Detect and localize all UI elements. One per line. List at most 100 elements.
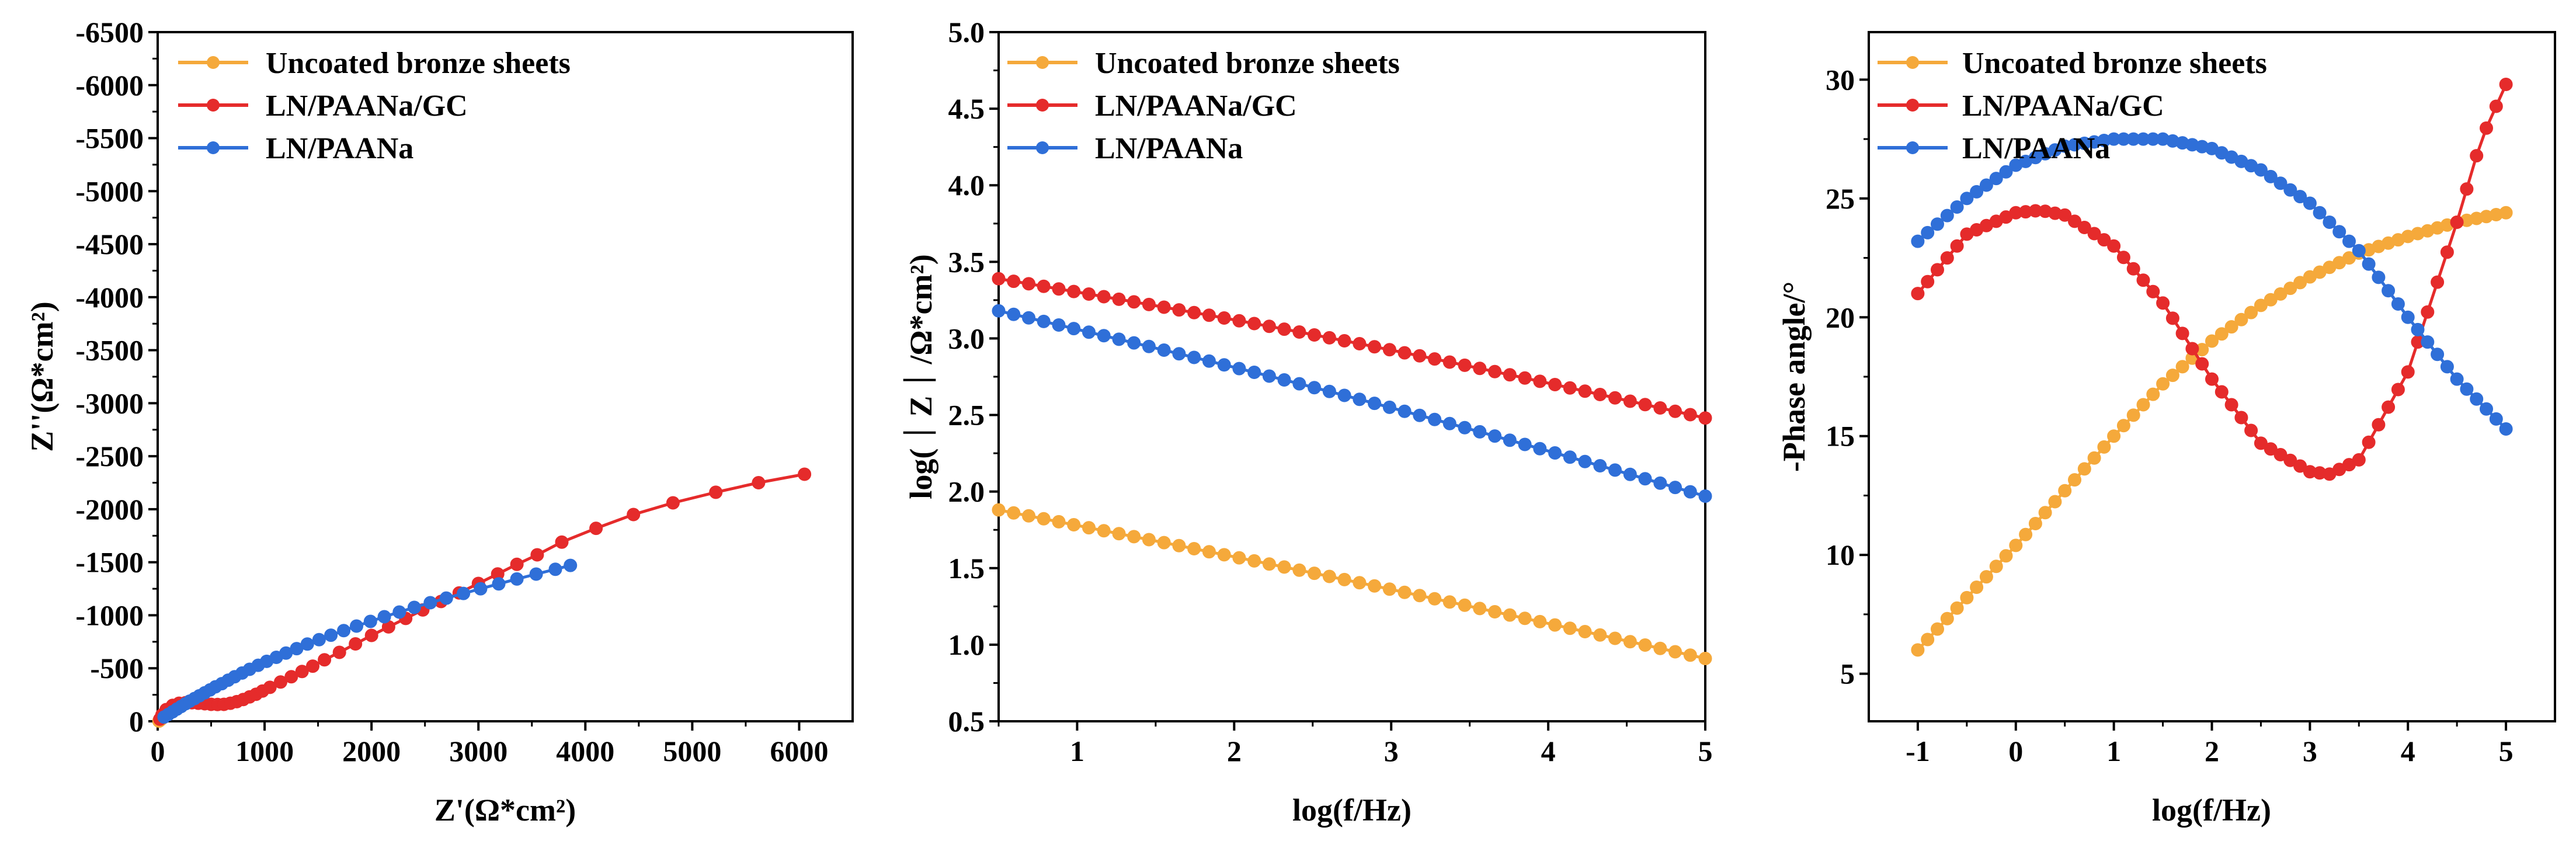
series-line-gc xyxy=(158,472,805,720)
data-point-gc xyxy=(1142,297,1156,311)
legend-label-paana: LN/PAANa xyxy=(266,132,413,165)
data-point-paana xyxy=(2401,310,2415,324)
data-point-paana xyxy=(1292,377,1306,391)
y-tick-label: 15 xyxy=(1826,420,1855,453)
data-point-gc xyxy=(2077,221,2091,234)
data-point-paana xyxy=(548,562,562,576)
data-point-gc xyxy=(709,485,723,499)
data-point-uncoated xyxy=(1950,601,1964,615)
data-point-paana xyxy=(1277,373,1291,387)
data-point-uncoated xyxy=(1503,608,1517,622)
data-point-gc xyxy=(1052,282,1066,296)
y-tick-label: -6500 xyxy=(75,16,144,48)
data-point-uncoated xyxy=(1970,581,1984,594)
data-point-uncoated xyxy=(2215,327,2229,341)
data-point-gc xyxy=(2156,296,2170,310)
data-point-gc xyxy=(1037,279,1051,293)
data-point-uncoated xyxy=(1067,518,1081,531)
data-point-paana xyxy=(1082,325,1096,339)
data-point-paana xyxy=(1638,472,1652,486)
data-point-paana xyxy=(2323,216,2337,229)
data-point-uncoated xyxy=(1683,648,1697,662)
data-point-paana xyxy=(2480,402,2493,416)
plot-frame xyxy=(157,31,854,722)
data-point-paana xyxy=(1458,420,1472,435)
y-tick-label: 30 xyxy=(1826,63,1855,96)
data-point-paana xyxy=(1473,425,1487,439)
data-point-uncoated xyxy=(1999,549,2013,563)
data-point-uncoated xyxy=(1337,572,1351,586)
data-point-uncoated xyxy=(1082,521,1096,535)
data-point-uncoated xyxy=(1518,611,1532,625)
data-point-uncoated xyxy=(1428,592,1442,606)
data-point-gc xyxy=(2058,208,2072,222)
data-point-gc xyxy=(2352,453,2366,467)
data-point-uncoated xyxy=(1911,643,1925,657)
data-point-uncoated xyxy=(2058,484,2072,498)
data-point-uncoated xyxy=(2107,429,2121,443)
data-point-gc xyxy=(1428,352,1442,366)
data-point-paana xyxy=(2499,422,2513,436)
data-point-gc xyxy=(349,637,363,651)
data-point-gc xyxy=(2372,418,2386,432)
series-line-uncoated xyxy=(1917,211,2507,651)
data-point-gc xyxy=(2165,311,2179,325)
data-point-uncoated xyxy=(2136,398,2150,412)
data-point-gc xyxy=(1503,368,1517,382)
data-point-uncoated xyxy=(2019,527,2033,541)
data-point-uncoated xyxy=(1353,576,1367,590)
y-tick-label: -4500 xyxy=(75,228,144,260)
data-point-gc xyxy=(2470,149,2484,163)
data-point-gc xyxy=(1608,391,1622,405)
legend: Uncoated bronze sheets LN/PAANa/GC LN/PA… xyxy=(1007,47,1400,165)
data-point-paana xyxy=(392,605,406,619)
data-point-paana xyxy=(1563,450,1577,464)
data-point-paana xyxy=(1578,454,1592,468)
data-point-gc xyxy=(1668,404,1682,418)
data-point-paana xyxy=(1097,329,1111,343)
data-point-gc xyxy=(798,467,812,481)
y-tick-label: 0 xyxy=(129,705,144,738)
data-point-gc xyxy=(2205,372,2219,386)
data-point-gc xyxy=(666,496,680,510)
y-tick-label: -1000 xyxy=(75,599,144,631)
x-tick-label: 5 xyxy=(2499,735,2514,767)
data-point-gc xyxy=(306,659,319,673)
data-point-gc xyxy=(1518,371,1532,385)
data-point-paana xyxy=(2431,347,2445,362)
data-point-paana xyxy=(1382,400,1396,414)
data-point-paana xyxy=(1960,192,1974,206)
data-point-gc xyxy=(1593,388,1607,401)
y-tick-label: 3.0 xyxy=(948,322,985,355)
data-point-gc xyxy=(2116,251,2130,265)
x-tick-label: -1 xyxy=(1906,735,1930,767)
data-point-uncoated xyxy=(1142,533,1156,547)
legend-label-uncoated: Uncoated bronze sheets xyxy=(266,47,571,80)
data-point-paana xyxy=(1911,234,1925,248)
data-point-gc xyxy=(992,272,1006,286)
legend-marker-uncoated xyxy=(207,56,220,69)
data-point-paana xyxy=(1931,217,1944,231)
data-point-uncoated xyxy=(2224,320,2238,334)
x-tick-label: 0 xyxy=(151,735,165,767)
data-point-paana xyxy=(2254,163,2268,177)
y-tick-label: 4.0 xyxy=(948,169,985,201)
data-point-gc xyxy=(2382,400,2396,414)
data-point-gc xyxy=(2195,357,2209,371)
y-tick-label: 4.5 xyxy=(948,92,985,125)
data-point-paana xyxy=(1037,314,1051,328)
data-point-paana xyxy=(2293,190,2307,204)
data-point-gc xyxy=(1172,303,1186,317)
legend-marker-gc xyxy=(1036,99,1049,112)
x-tick-label: 4 xyxy=(1541,735,1556,767)
data-point-paana xyxy=(1322,384,1336,398)
data-point-gc xyxy=(1458,358,1472,372)
data-point-uncoated xyxy=(1368,579,1382,593)
data-point-paana xyxy=(1503,433,1517,447)
legend-marker-paana xyxy=(207,141,220,154)
data-point-gc xyxy=(1082,287,1096,301)
y-tick-label: 1.0 xyxy=(948,628,985,661)
data-point-uncoated xyxy=(2116,419,2130,433)
data-point-gc xyxy=(1698,411,1712,425)
